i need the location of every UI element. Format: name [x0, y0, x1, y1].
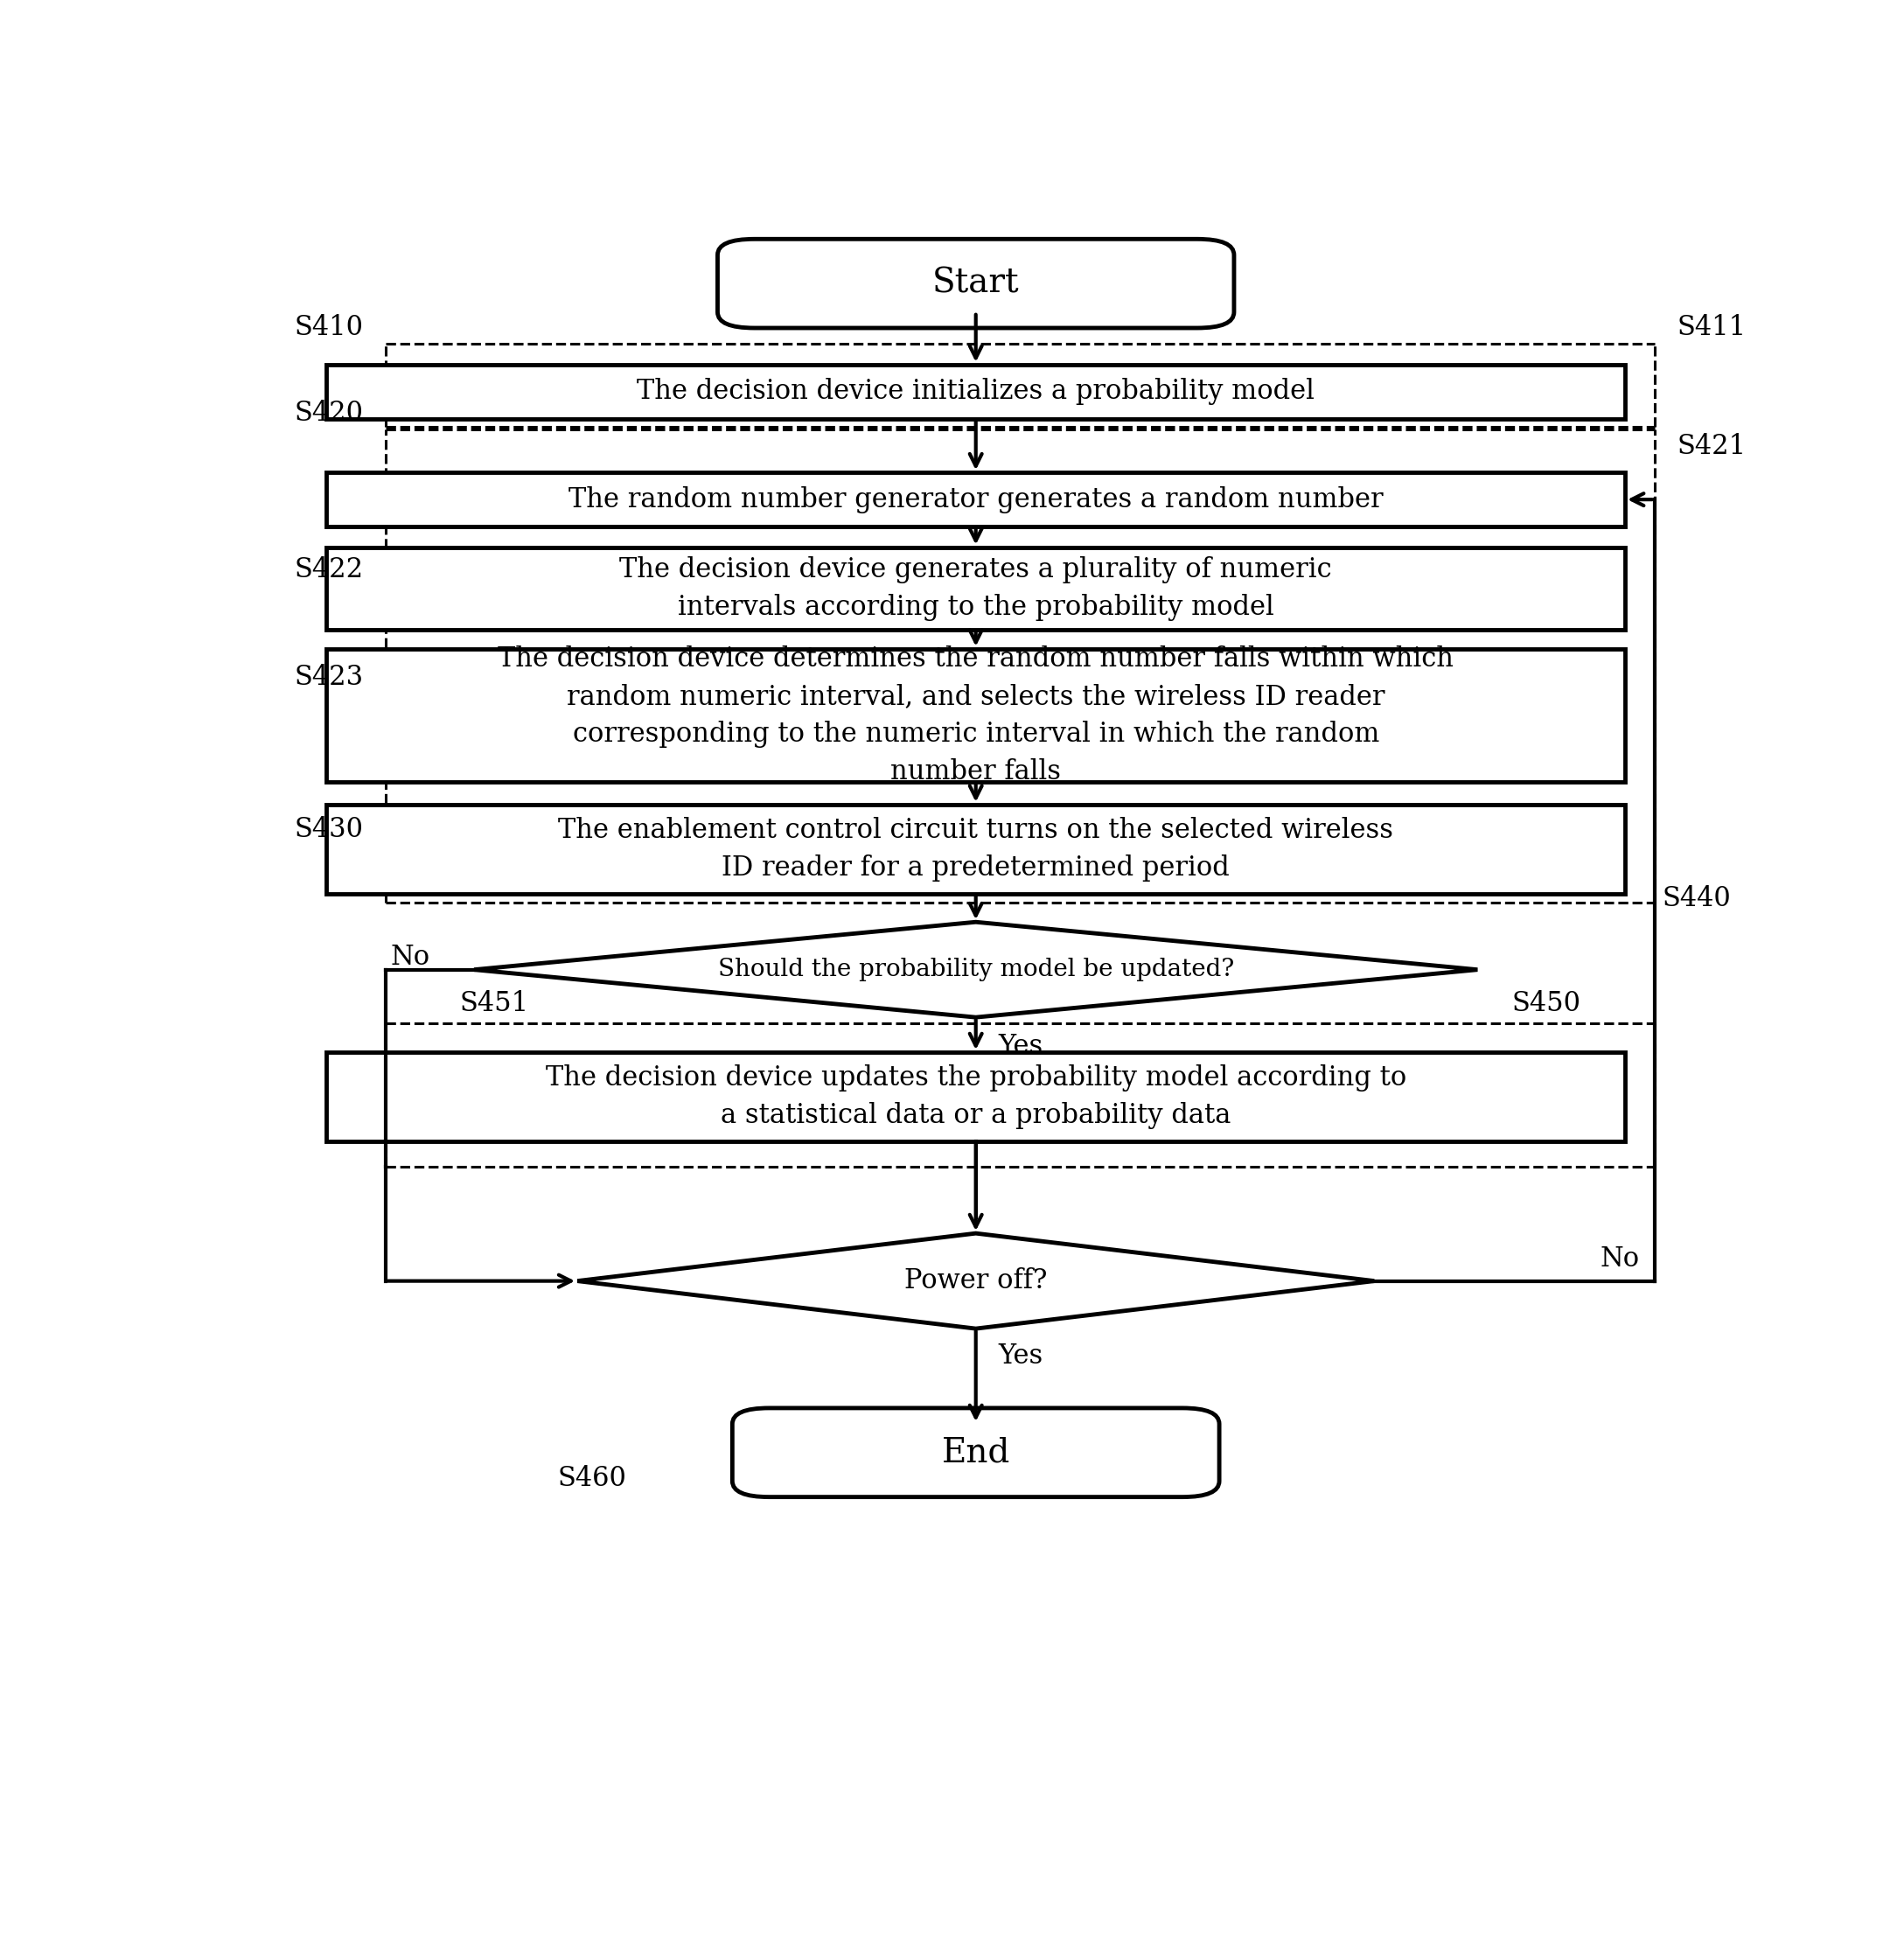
- Text: S460: S460: [558, 1466, 626, 1493]
- Text: The decision device generates a plurality of numeric
intervals according to the : The decision device generates a pluralit…: [619, 556, 1333, 620]
- Bar: [327, 805, 1626, 894]
- Bar: [327, 365, 1626, 419]
- Bar: [327, 1053, 1626, 1142]
- Text: No: No: [1601, 1245, 1639, 1272]
- Text: Power off?: Power off?: [904, 1268, 1047, 1295]
- Text: The decision device initializes a probability model: The decision device initializes a probab…: [638, 378, 1314, 405]
- Bar: [327, 650, 1626, 781]
- Text: S420: S420: [295, 399, 364, 427]
- Text: S440: S440: [1662, 886, 1731, 913]
- Text: S422: S422: [295, 556, 364, 584]
- FancyBboxPatch shape: [718, 238, 1234, 328]
- Text: S410: S410: [295, 314, 364, 341]
- Text: End: End: [941, 1437, 1011, 1468]
- Text: S451: S451: [459, 991, 529, 1018]
- Text: Yes: Yes: [998, 1342, 1043, 1369]
- Text: The random number generator generates a random number: The random number generator generates a …: [569, 487, 1382, 514]
- Text: The enablement control circuit turns on the selected wireless
ID reader for a pr: The enablement control circuit turns on …: [558, 816, 1394, 882]
- Text: S430: S430: [295, 816, 364, 843]
- Text: The decision device determines the random number falls within which
random numer: The decision device determines the rando…: [497, 646, 1455, 785]
- Polygon shape: [474, 923, 1478, 1018]
- Text: S423: S423: [295, 663, 364, 690]
- Polygon shape: [577, 1233, 1375, 1328]
- FancyBboxPatch shape: [733, 1408, 1219, 1497]
- Bar: [327, 473, 1626, 527]
- Text: Should the probability model be updated?: Should the probability model be updated?: [718, 958, 1234, 981]
- Text: No: No: [390, 944, 430, 971]
- Text: Yes: Yes: [998, 1033, 1043, 1061]
- Text: S421: S421: [1677, 432, 1746, 460]
- Text: S450: S450: [1512, 991, 1580, 1018]
- Text: Start: Start: [933, 268, 1019, 301]
- Text: The decision device updates the probability model according to
a statistical dat: The decision device updates the probabil…: [545, 1065, 1407, 1128]
- Bar: [327, 547, 1626, 630]
- Text: S411: S411: [1677, 314, 1746, 341]
